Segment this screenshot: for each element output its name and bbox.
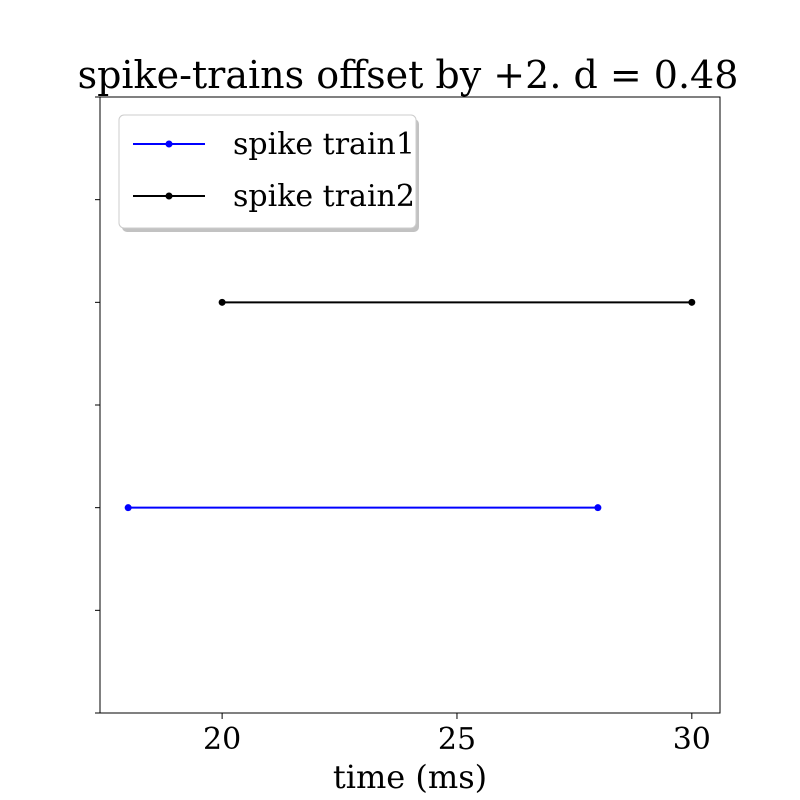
series-1-point-0	[124, 504, 132, 512]
series-layer	[124, 298, 696, 512]
legend-marker-1	[165, 140, 173, 148]
legend-label-2: spike train2	[233, 179, 415, 214]
chart-title: spike-trains offset by +2. d = 0.48	[78, 53, 739, 97]
series-2-point-1	[688, 298, 696, 306]
legend-marker-2	[165, 192, 173, 200]
legend-label-1: spike train1	[233, 127, 415, 162]
series-2-point-0	[218, 298, 226, 306]
x-tick-label-0: 20	[203, 722, 241, 757]
x-axis-label: time (ms)	[333, 758, 487, 796]
x-ticks: 20 25 30	[203, 713, 711, 757]
x-tick-label-1: 25	[438, 722, 476, 757]
series-1-point-1	[594, 504, 602, 512]
x-tick-label-2: 30	[673, 722, 711, 757]
y-ticks	[95, 96, 100, 714]
legend: spike train1 spike train2	[118, 114, 419, 232]
